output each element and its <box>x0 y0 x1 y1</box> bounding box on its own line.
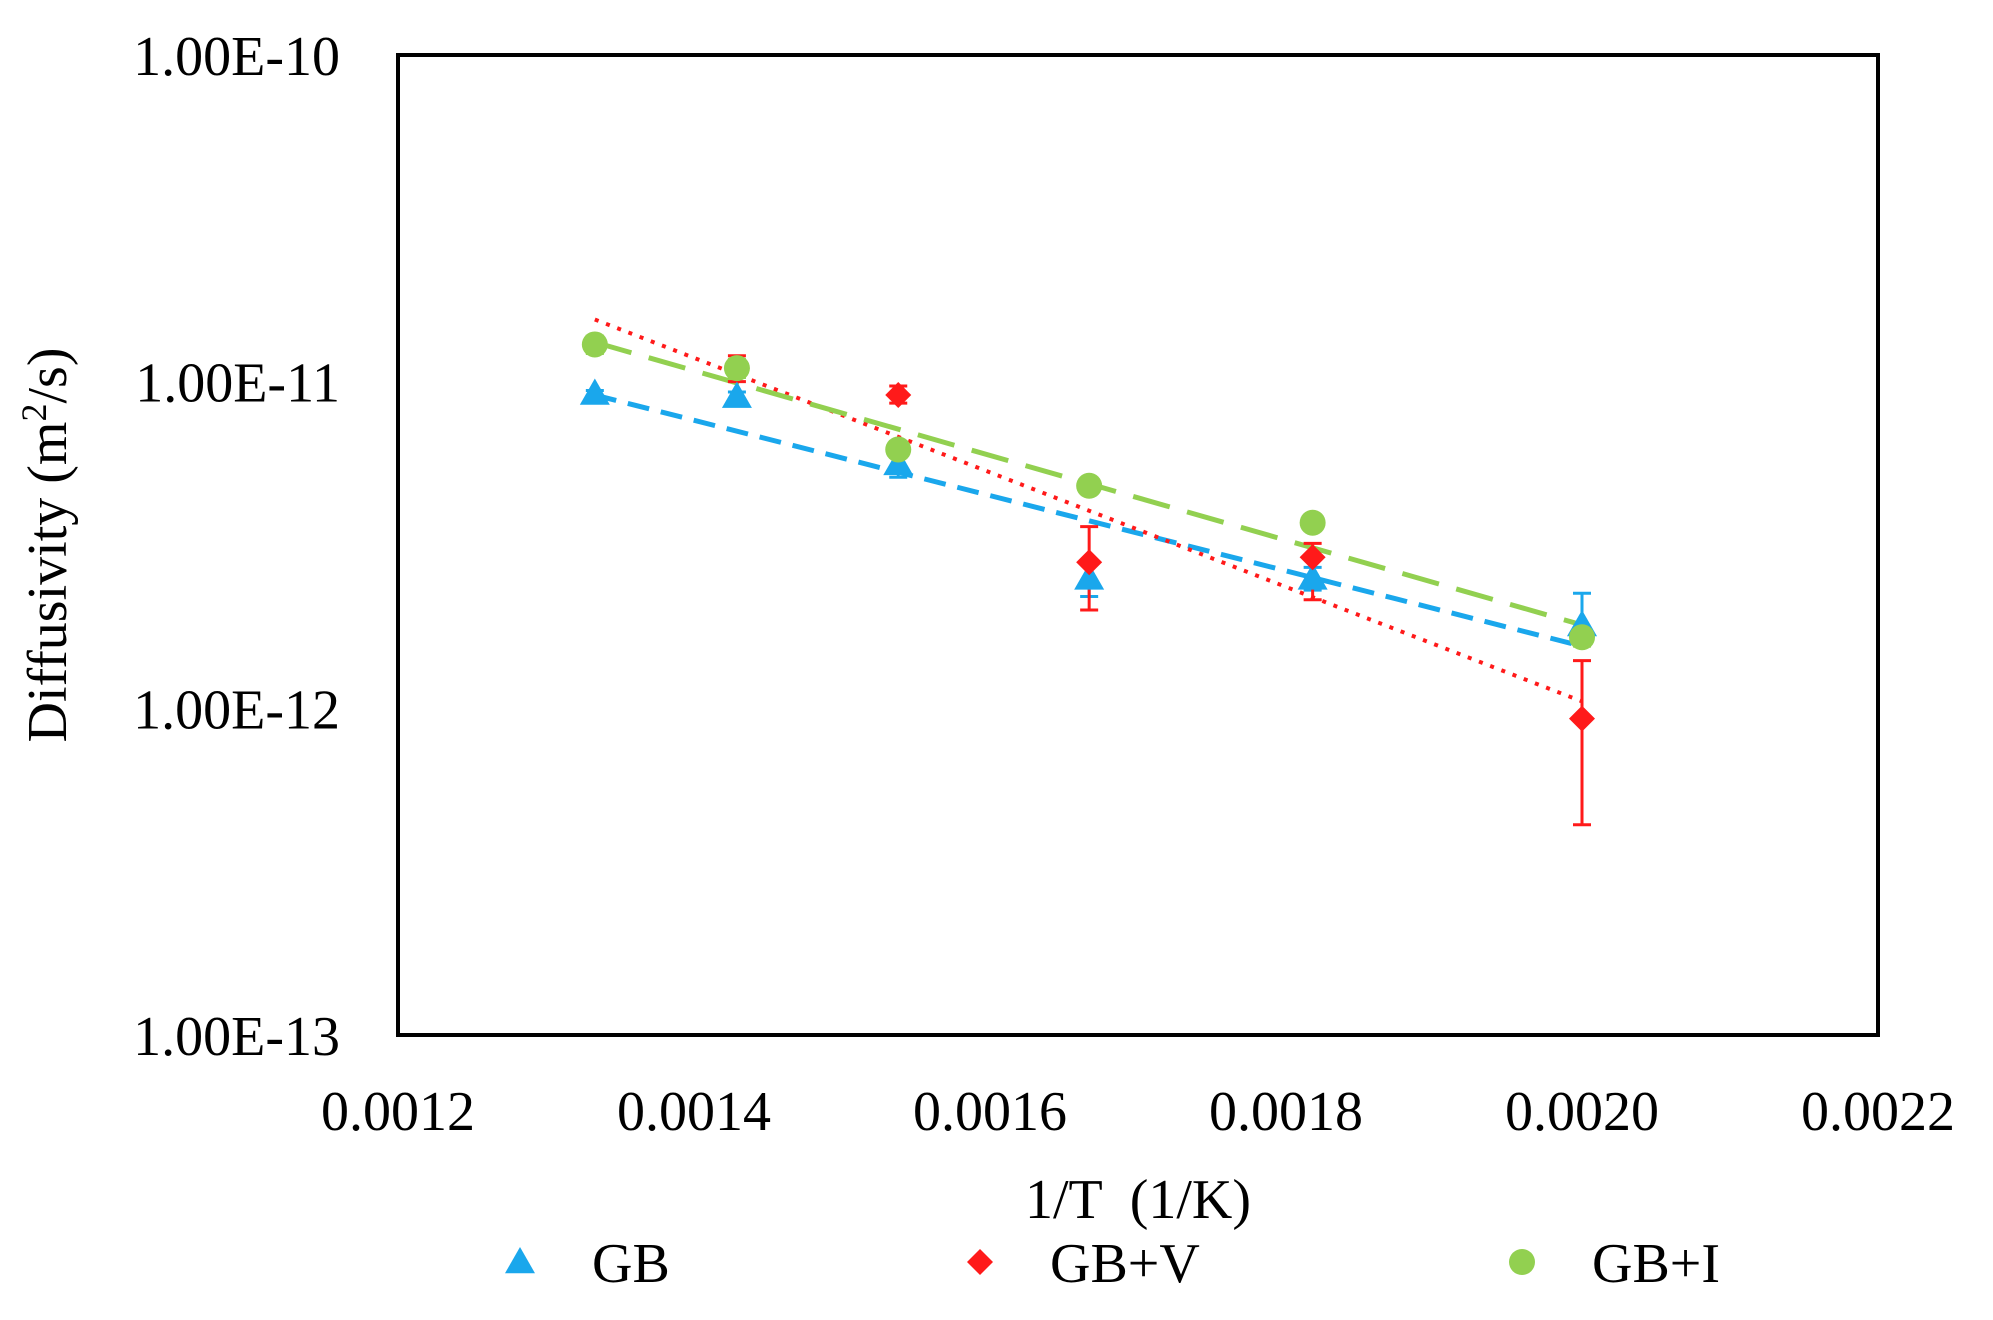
y-axis-unit-superscript: 2 <box>14 404 54 422</box>
y-axis-tick-labels: 1.00E-10 1.00E-11 1.00E-12 1.00E-13 <box>133 26 340 1068</box>
point-gb <box>579 378 610 405</box>
x-axis-tick-labels: 0.0012 0.0014 0.0016 0.0018 0.0020 0.0022 <box>321 1081 1955 1143</box>
point-gb-i <box>1299 509 1326 536</box>
x-tick-label: 0.0018 <box>1209 1081 1363 1143</box>
plot-area <box>396 53 1880 1037</box>
legend-item-gb-i: GB+I <box>1509 1233 1720 1295</box>
y-axis-unit-base: m <box>17 422 79 466</box>
x-axis-title: 1/T (1/K) <box>1025 1169 1251 1231</box>
legend-label-gb-v: GB+V <box>1050 1233 1200 1295</box>
x-tick-label: 0.0022 <box>1801 1081 1955 1143</box>
y-tick-label: 1.00E-10 <box>133 26 340 88</box>
point-gb <box>1297 563 1328 590</box>
point-gb-i <box>885 436 912 463</box>
point-gb-v <box>885 382 912 409</box>
legend-label-gb-i: GB+I <box>1592 1233 1720 1295</box>
legend-item-gb-v: GB+V <box>967 1233 1200 1295</box>
legend-marker-gb-i <box>1509 1249 1535 1275</box>
point-gb <box>1074 563 1105 590</box>
data-markers <box>579 331 1597 732</box>
point-gb-i <box>1076 472 1103 499</box>
legend: GB GB+V GB+I <box>505 1233 1720 1295</box>
trendline-gb-v <box>594 317 1583 704</box>
point-gb-v <box>1076 549 1103 576</box>
y-axis-unit-open: ( <box>17 465 79 484</box>
x-tick-label: 0.0012 <box>321 1081 475 1143</box>
error-bar-gb-v <box>1573 659 1591 827</box>
y-axis-unit-close: ) <box>17 348 79 367</box>
x-tick-label: 0.0020 <box>1505 1081 1659 1143</box>
legend-marker-gb <box>505 1247 535 1274</box>
point-gb <box>721 381 752 408</box>
point-gb-i <box>1569 624 1595 651</box>
y-axis-title-text: Diffusivity <box>17 498 79 743</box>
point-gb-v <box>1299 544 1326 571</box>
x-tick-label: 0.0014 <box>617 1081 771 1143</box>
point-gb-i <box>723 355 750 382</box>
y-axis-unit-tail: /s <box>17 366 79 403</box>
legend-item-gb: GB <box>505 1233 670 1295</box>
y-axis-title-space <box>17 484 79 498</box>
y-tick-label: 1.00E-12 <box>133 679 340 741</box>
y-axis-title: Diffusivity (m2/s) <box>14 348 79 743</box>
point-gb-i <box>581 331 608 358</box>
y-tick-label: 1.00E-11 <box>135 353 340 415</box>
x-tick-label: 0.0016 <box>913 1081 1067 1143</box>
point-gb-v <box>1569 705 1595 732</box>
legend-marker-gb-v <box>967 1249 993 1275</box>
legend-label-gb: GB <box>592 1233 670 1295</box>
y-tick-label: 1.00E-13 <box>133 1006 340 1068</box>
